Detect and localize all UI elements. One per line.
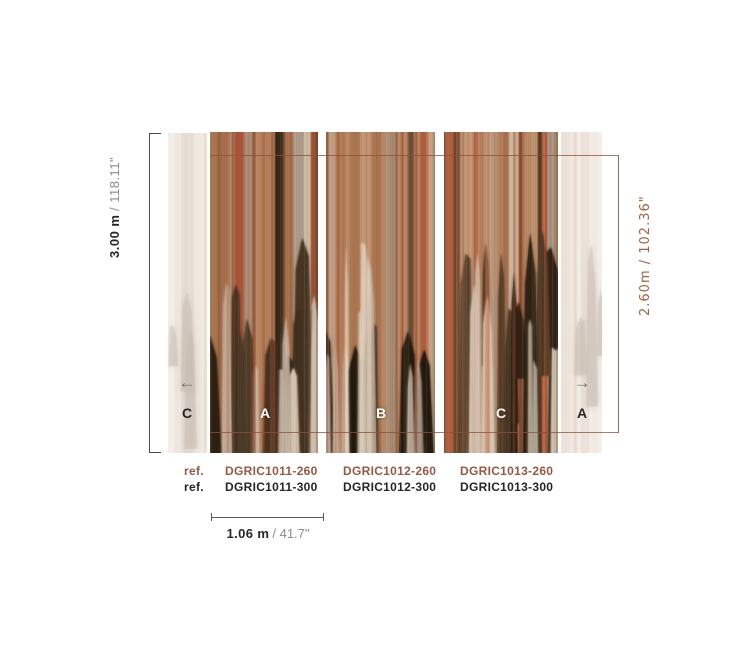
trim-bottom-line (210, 432, 619, 433)
width-dimension-line (211, 517, 323, 518)
height-dimension-line (149, 133, 150, 453)
width-dimension-tick-right (323, 513, 324, 521)
reference-row-300: ref. DGRIC1011-300 DGRIC1012-300 DGRIC10… (0, 480, 750, 494)
panel-letter-repeat-c: C (181, 405, 193, 421)
reference-code: DGRIC1012-260 (343, 464, 437, 478)
trim-height-dimension-label: 2.60m / 102.36" (638, 195, 653, 316)
panel-letter-b: B (375, 405, 387, 421)
ref-label: ref. (184, 464, 204, 478)
width-dimension-tick-left (211, 513, 212, 521)
reference-code: DGRIC1013-300 (460, 480, 554, 494)
reference-row-260: ref. DGRIC1011-260 DGRIC1012-260 DGRIC10… (0, 464, 750, 478)
mural-panel-c (444, 132, 558, 453)
arrow-right-icon: → (573, 373, 591, 392)
reference-code: DGRIC1013-260 (460, 464, 554, 478)
mural-panel-repeat-c (168, 133, 207, 453)
mural-panel-repeat-a (561, 132, 602, 453)
reference-code: DGRIC1012-300 (343, 480, 437, 494)
trim-top-line (210, 155, 619, 156)
width-metric: 1.06 m (226, 526, 270, 541)
width-dimension-label: 1.06 m/ 41.7" (200, 526, 336, 541)
height-imperial: / 118.11" (107, 156, 122, 211)
reference-code: DGRIC1011-300 (225, 480, 318, 494)
mural-panel-a (210, 132, 318, 453)
height-dimension-tick-bottom (149, 452, 161, 453)
panel-letter-c: C (495, 405, 507, 421)
trim-height-bracket (618, 155, 619, 433)
height-dimension-tick-top (149, 133, 161, 134)
height-dimension-label: 3.00 m / 118.11" (107, 128, 131, 258)
panel-letter-repeat-a: A (576, 405, 588, 421)
width-imperial: / 41.7" (272, 526, 310, 541)
mural-panel-b (326, 132, 435, 453)
arrow-left-icon: ← (178, 373, 196, 392)
reference-code: DGRIC1011-260 (225, 464, 318, 478)
ref-label: ref. (184, 480, 204, 494)
panel-letter-a: A (259, 405, 271, 421)
height-metric: 3.00 m (107, 214, 122, 258)
